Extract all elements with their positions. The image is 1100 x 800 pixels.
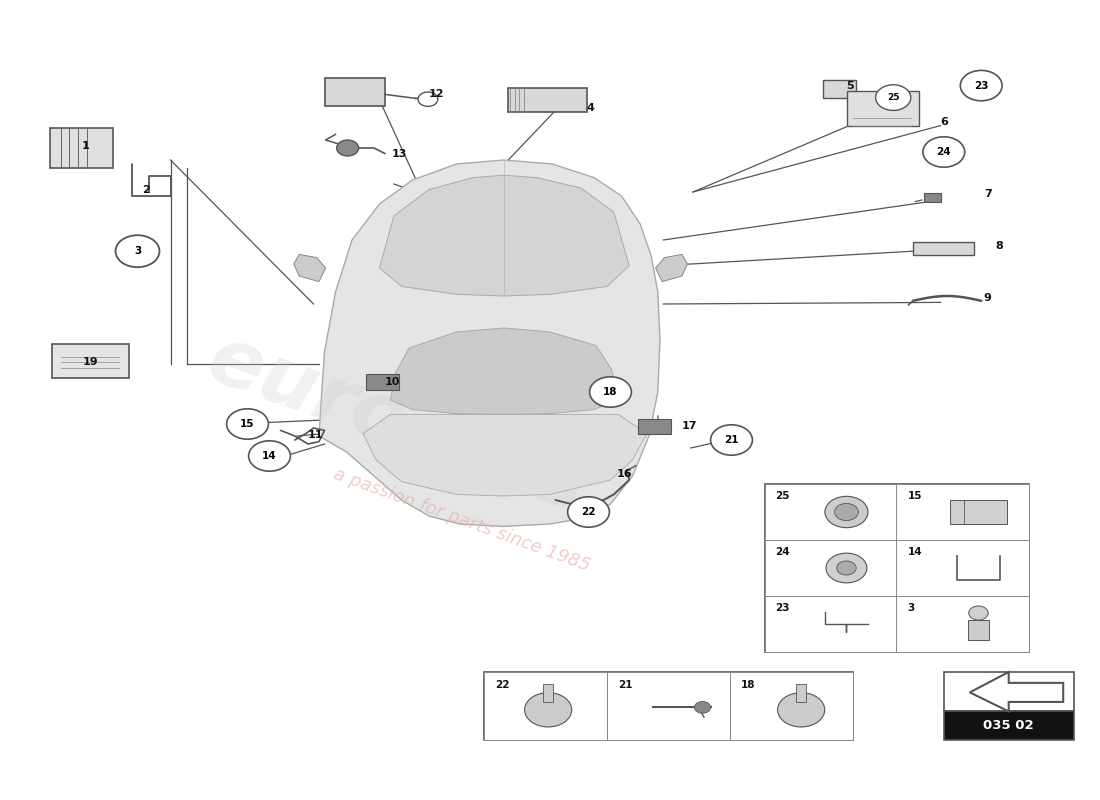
Text: 25: 25 xyxy=(776,490,790,501)
Bar xyxy=(508,88,587,112)
Text: 5: 5 xyxy=(847,81,854,90)
Text: 7: 7 xyxy=(983,189,992,198)
Text: 18: 18 xyxy=(740,680,756,690)
Text: 15: 15 xyxy=(240,419,255,429)
Text: 9: 9 xyxy=(983,293,992,302)
Text: 18: 18 xyxy=(603,387,618,397)
Bar xyxy=(896,596,1028,652)
Bar xyxy=(543,684,553,702)
Circle shape xyxy=(923,137,965,167)
Bar xyxy=(896,540,1028,596)
Circle shape xyxy=(960,70,1002,101)
Text: 21: 21 xyxy=(618,680,632,690)
Text: 14: 14 xyxy=(262,451,277,461)
Text: 23: 23 xyxy=(974,81,989,90)
Circle shape xyxy=(711,425,752,455)
Bar xyxy=(944,711,1074,740)
Text: a passion for parts since 1985: a passion for parts since 1985 xyxy=(331,465,593,575)
Text: 4: 4 xyxy=(586,103,595,113)
Text: 12: 12 xyxy=(429,90,444,99)
Bar xyxy=(913,242,974,255)
Circle shape xyxy=(835,503,858,521)
Text: 16: 16 xyxy=(617,470,632,479)
Text: 3: 3 xyxy=(908,602,915,613)
Text: 19: 19 xyxy=(82,358,98,367)
Text: 25: 25 xyxy=(887,93,900,102)
Bar xyxy=(366,374,399,390)
Bar xyxy=(764,484,896,540)
Text: 17: 17 xyxy=(682,421,697,430)
Bar xyxy=(949,500,1008,524)
Text: 10: 10 xyxy=(385,378,400,387)
Bar xyxy=(607,672,729,740)
Text: 11: 11 xyxy=(308,430,323,440)
Bar xyxy=(50,128,113,168)
Bar xyxy=(729,672,852,740)
Text: 24: 24 xyxy=(776,546,790,557)
Bar xyxy=(968,620,989,640)
Text: 8: 8 xyxy=(994,242,1003,251)
Bar xyxy=(823,80,856,98)
Polygon shape xyxy=(379,175,629,296)
Text: 035 02: 035 02 xyxy=(983,719,1034,732)
Bar xyxy=(764,540,896,596)
Text: 14: 14 xyxy=(908,546,922,557)
Bar xyxy=(924,193,940,202)
Text: 24: 24 xyxy=(936,147,952,157)
Polygon shape xyxy=(390,328,618,414)
Circle shape xyxy=(568,497,609,527)
Bar xyxy=(484,672,607,740)
Circle shape xyxy=(227,409,268,439)
Circle shape xyxy=(418,92,438,106)
Polygon shape xyxy=(319,160,660,526)
Polygon shape xyxy=(656,254,688,282)
Circle shape xyxy=(590,377,631,407)
Circle shape xyxy=(826,553,867,583)
Text: 1: 1 xyxy=(81,142,90,151)
Polygon shape xyxy=(363,414,647,496)
Circle shape xyxy=(778,693,825,727)
Circle shape xyxy=(876,85,911,110)
Circle shape xyxy=(694,702,711,714)
Polygon shape xyxy=(294,254,326,282)
Text: 22: 22 xyxy=(495,680,509,690)
Bar xyxy=(944,672,1074,711)
Text: 13: 13 xyxy=(392,149,407,158)
Bar xyxy=(764,484,1028,652)
Text: eurocars: eurocars xyxy=(196,319,596,529)
Bar xyxy=(52,344,129,378)
Text: 15: 15 xyxy=(908,490,922,501)
Circle shape xyxy=(837,561,856,575)
Text: 3: 3 xyxy=(134,246,141,256)
Polygon shape xyxy=(970,672,1064,711)
Circle shape xyxy=(249,441,290,471)
Text: 22: 22 xyxy=(581,507,596,517)
Text: 21: 21 xyxy=(724,435,739,445)
Text: 6: 6 xyxy=(939,117,948,126)
Circle shape xyxy=(337,140,359,156)
Text: 2: 2 xyxy=(142,186,151,195)
Bar xyxy=(896,484,1028,540)
Bar xyxy=(484,672,852,740)
Circle shape xyxy=(825,496,868,528)
Bar xyxy=(324,78,385,106)
Bar xyxy=(796,684,806,702)
Bar xyxy=(847,91,918,126)
Circle shape xyxy=(969,606,988,620)
Text: 23: 23 xyxy=(776,602,790,613)
Bar xyxy=(764,596,896,652)
Circle shape xyxy=(116,235,160,267)
Circle shape xyxy=(525,693,572,727)
Bar xyxy=(638,419,671,434)
